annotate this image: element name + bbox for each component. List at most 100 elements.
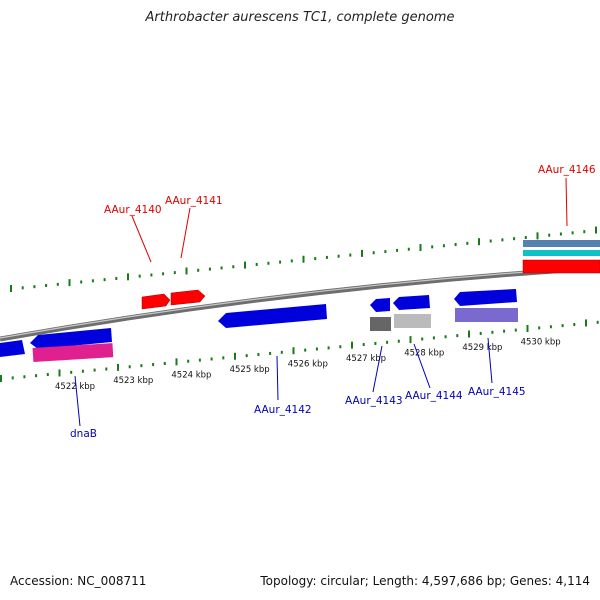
upper-tick-minor	[489, 239, 492, 243]
gene-aaur-4146-band-steel[interactable]	[523, 240, 600, 247]
leader-aaur-4144	[413, 343, 431, 389]
upper-tick-minor	[325, 255, 328, 259]
lower-tick-minor	[269, 351, 272, 355]
upper-tick-minor	[91, 279, 94, 283]
gene-aaur-4145-arrow[interactable]	[454, 289, 517, 306]
label-aaur-4146[interactable]: AAur_4146	[538, 164, 596, 176]
lower-tick-minor	[105, 367, 108, 371]
lower-tick-major	[292, 347, 295, 355]
lower-tick-minor	[315, 347, 318, 351]
upper-tick-major	[10, 285, 12, 292]
scale-label: 4528 kbp	[404, 349, 444, 359]
lower-tick-major	[351, 341, 353, 349]
upper-tick-minor	[454, 243, 457, 247]
lower-tick-minor	[11, 376, 14, 380]
upper-tick-minor	[208, 267, 211, 271]
upper-tick-minor	[571, 231, 574, 235]
leader-aaur-4143	[372, 345, 383, 393]
genome-summary-text: Topology: circular; Length: 4,597,686 bp…	[260, 574, 590, 588]
label-aaur-4140[interactable]: AAur_4140	[104, 204, 162, 216]
lower-tick-minor	[432, 336, 435, 340]
label-dnab[interactable]: dnaB	[70, 428, 97, 440]
gene-aaur-4141-arrow[interactable]	[170, 289, 206, 306]
upper-tick-row	[10, 226, 597, 292]
genome-backbone	[0, 265, 600, 342]
scale-label: 4522 kbp	[55, 382, 95, 392]
upper-tick-major	[302, 255, 305, 263]
leader-aaur-4140	[131, 215, 152, 263]
upper-tick-minor	[431, 245, 434, 249]
lower-tick-minor	[339, 345, 342, 349]
upper-tick-minor	[162, 272, 165, 276]
genome-title: Arthrobacter aurescens TC1, complete gen…	[145, 10, 455, 25]
lower-tick-minor	[491, 330, 494, 334]
upper-tick-major	[595, 226, 597, 234]
leader-lines	[74, 177, 568, 427]
gene-aaur-4145-feature-lavender[interactable]	[455, 308, 518, 322]
upper-tick-minor	[513, 237, 516, 241]
label-aaur-4144[interactable]: AAur_4144	[405, 390, 463, 402]
scale-label: 4525 kbp	[230, 365, 270, 375]
scale-label: 4529 kbp	[462, 343, 502, 353]
lower-tick-minor	[456, 334, 459, 338]
label-aaur-4145[interactable]: AAur_4145	[468, 386, 526, 398]
lower-tick-major	[526, 324, 529, 332]
lower-tick-minor	[421, 337, 424, 341]
lower-tick-minor	[561, 324, 564, 328]
lower-tick-minor	[70, 370, 73, 374]
upper-tick-minor	[524, 236, 527, 240]
lower-tick-minor	[397, 339, 400, 343]
label-aaur-4143[interactable]: AAur_4143	[345, 395, 403, 407]
upper-tick-major	[419, 244, 422, 252]
label-aaur-4142[interactable]: AAur_4142	[254, 404, 312, 416]
upper-tick-minor	[372, 251, 375, 255]
gene-dnab-feature-magenta[interactable]	[32, 343, 114, 362]
gene-dnab-arrow[interactable]	[30, 328, 112, 349]
lower-tick-minor	[280, 350, 283, 354]
upper-tick-minor	[45, 283, 48, 287]
gene-left-edge-arrow[interactable]	[0, 340, 25, 357]
lower-tick-minor	[327, 346, 330, 350]
gene-aaur-4146-arrow[interactable]	[522, 259, 600, 274]
upper-tick-minor	[255, 262, 258, 266]
lower-tick-minor	[514, 328, 517, 332]
leader-aaur-4145	[487, 337, 493, 384]
gene-aaur-4144-feature-gray[interactable]	[394, 314, 431, 328]
lower-tick-major	[117, 363, 119, 371]
scale-label: 4530 kbp	[521, 338, 561, 348]
upper-tick-major	[478, 238, 480, 246]
upper-tick-minor	[314, 257, 317, 261]
lower-tick-major	[585, 319, 587, 327]
upper-tick-minor	[138, 274, 141, 278]
upper-tick-minor	[559, 232, 562, 236]
lower-tick-minor	[35, 374, 38, 378]
lower-tick-minor	[245, 354, 248, 358]
lower-tick-minor	[140, 364, 143, 368]
gene-aaur-4146-band-cyan[interactable]	[523, 250, 600, 256]
lower-tick-minor	[444, 335, 447, 339]
lower-tick-minor	[198, 358, 201, 362]
upper-tick-minor	[442, 244, 445, 248]
lower-tick-minor	[362, 343, 365, 347]
leader-aaur-4141	[180, 207, 191, 259]
lower-tick-major	[175, 358, 178, 366]
upper-tick-minor	[548, 233, 551, 237]
scale-label: 4526 kbp	[288, 360, 328, 370]
reverse-features	[0, 289, 518, 362]
gene-aaur-4144-arrow[interactable]	[393, 295, 430, 310]
gene-aaur-4143-arrow[interactable]	[370, 298, 390, 312]
lower-tick-minor	[23, 375, 26, 379]
gene-aaur-4142-arrow[interactable]	[218, 304, 327, 328]
upper-tick-major	[127, 273, 129, 281]
upper-tick-minor	[56, 282, 59, 286]
lower-tick-minor	[128, 365, 131, 369]
gene-aaur-4140-arrow[interactable]	[141, 293, 171, 310]
upper-tick-minor	[115, 276, 118, 280]
upper-tick-minor	[21, 286, 24, 290]
label-aaur-4141[interactable]: AAur_4141	[165, 195, 223, 207]
gene-aaur-4143-feature-gray[interactable]	[370, 317, 391, 331]
lower-tick-row	[0, 319, 599, 382]
lower-tick-major	[234, 352, 236, 360]
lower-tick-minor	[304, 348, 307, 352]
